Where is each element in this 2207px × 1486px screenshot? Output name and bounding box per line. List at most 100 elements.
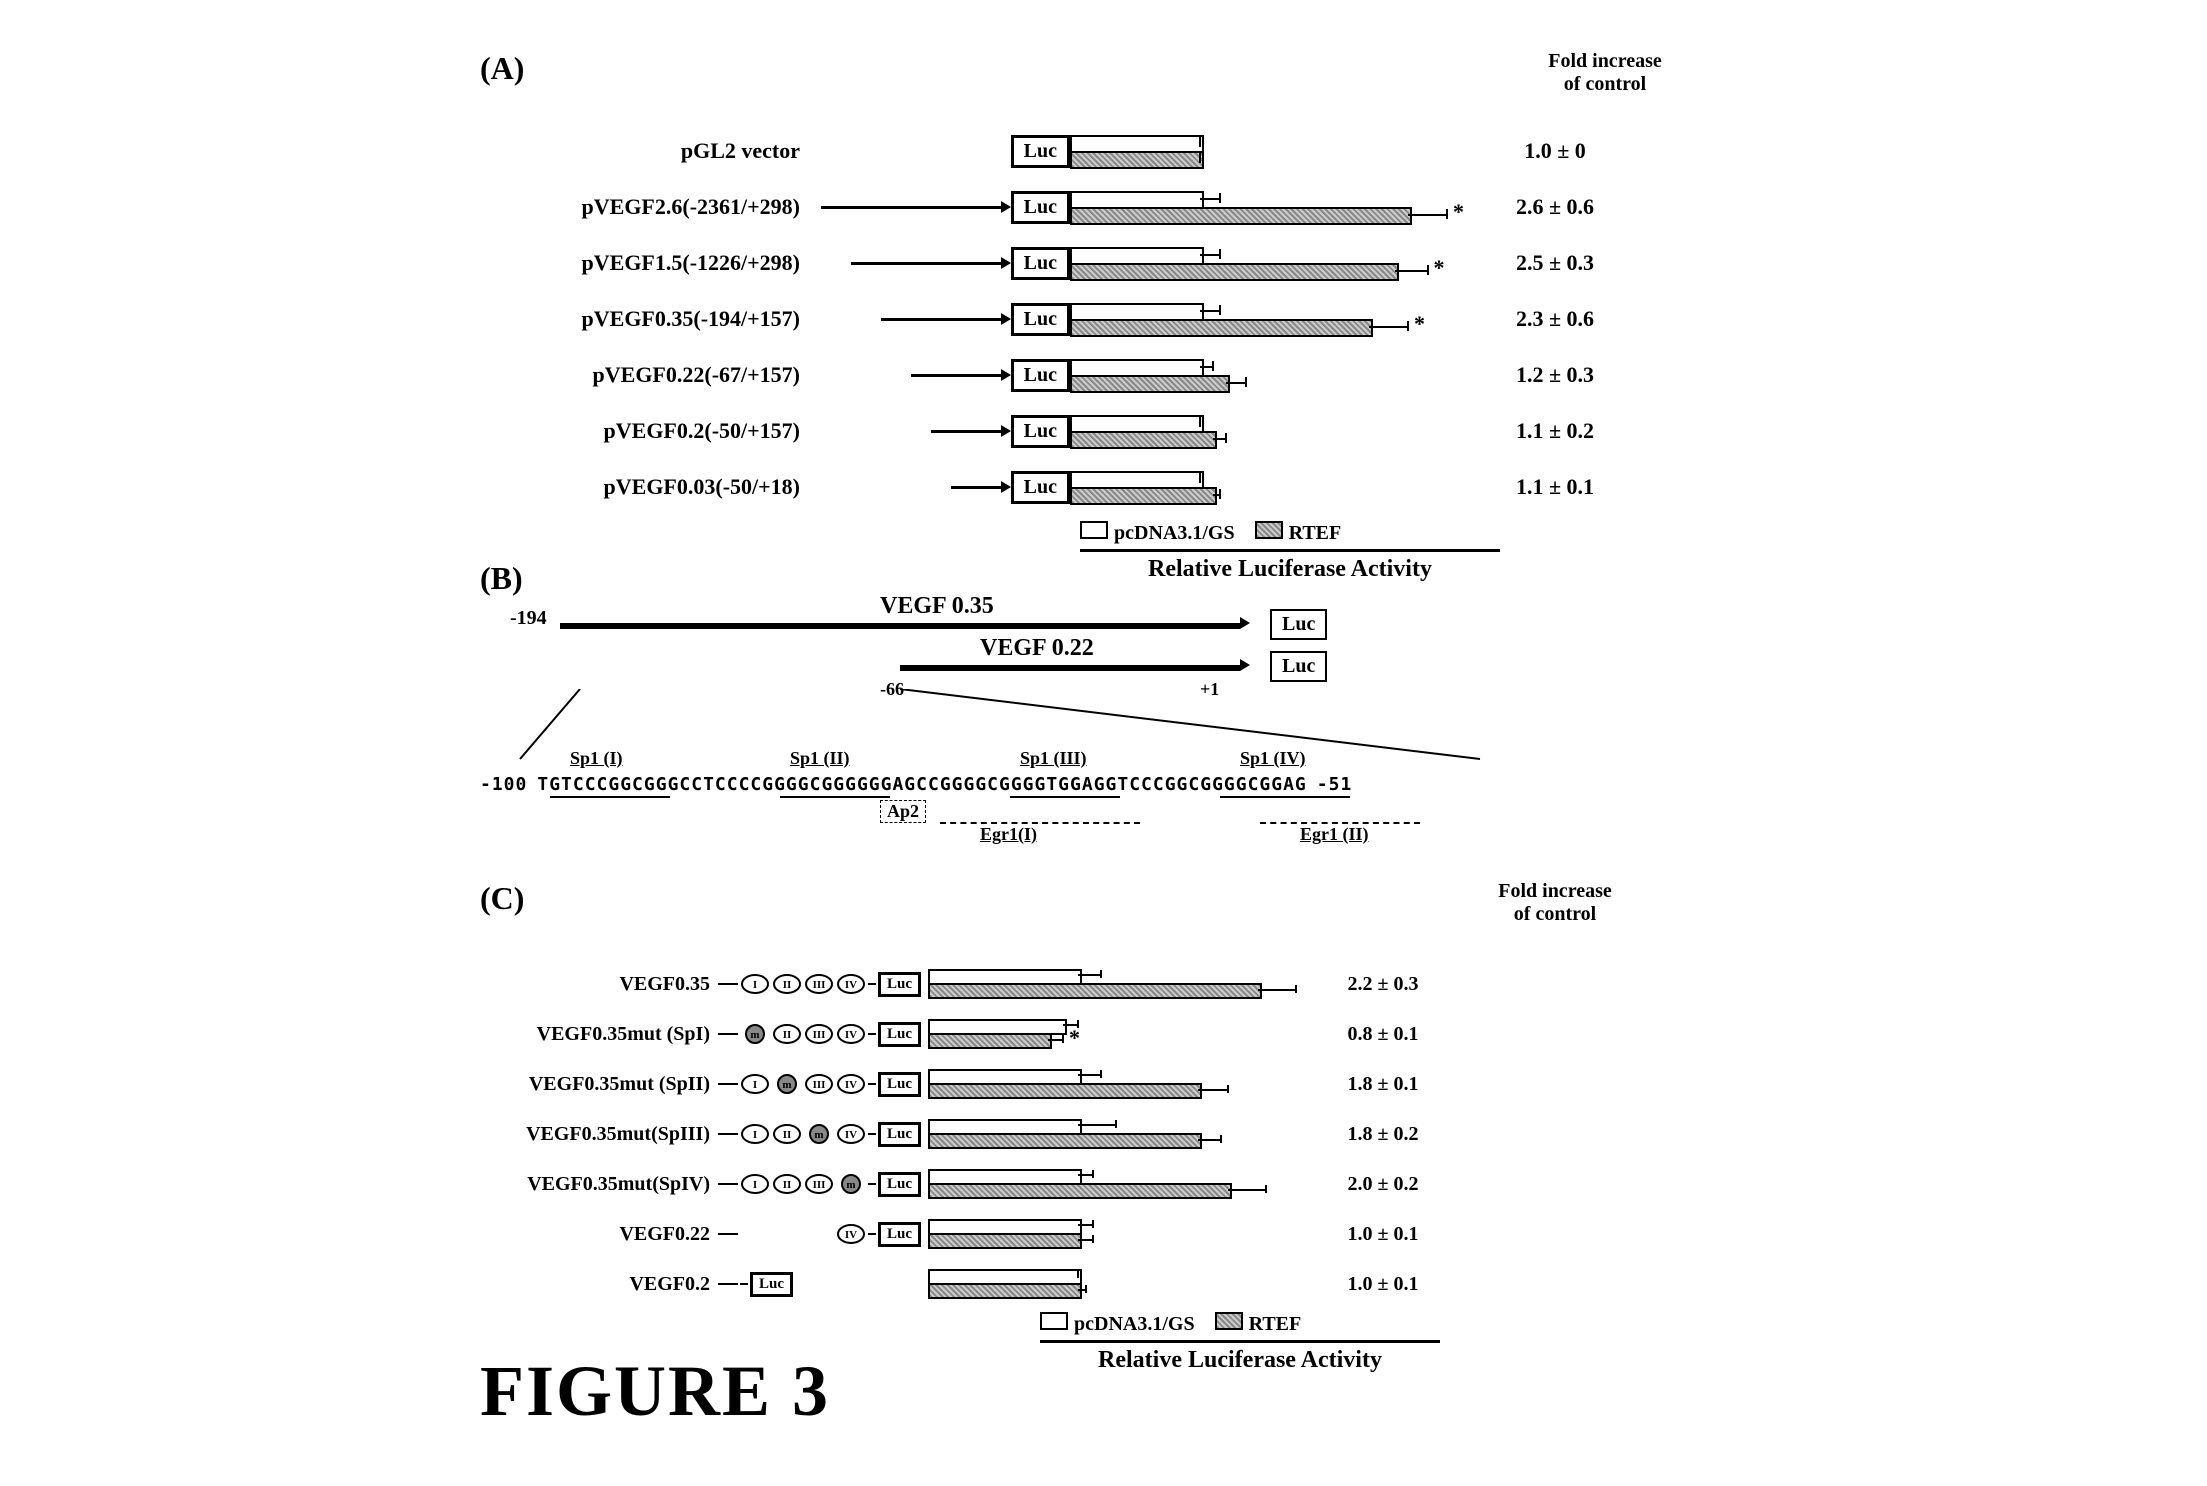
- legend-ctrl-label: pcDNA3.1/GS: [1114, 522, 1235, 544]
- svg-text:IV: IV: [845, 1079, 857, 1091]
- svg-text:IV: IV: [845, 1229, 857, 1241]
- bar-pair: [1070, 133, 1490, 169]
- fold-value: 2.5 ± 0.3: [1490, 250, 1620, 276]
- chart-a-row: pVEGF0.22(-67/+157)Luc 1.2 ± 0.3: [480, 351, 1680, 399]
- svg-text:III: III: [813, 1179, 826, 1191]
- sp1-2-label: Sp1 (II): [790, 748, 850, 769]
- vegf022-label: VEGF 0.22: [980, 635, 1094, 662]
- sp1-4-label: Sp1 (IV): [1240, 748, 1306, 769]
- chart-a-row: pVEGF1.5(-1226/+298)Luc *2.5 ± 0.3: [480, 239, 1680, 287]
- bar-rtef-c: [928, 1083, 1202, 1099]
- vegf035-label: VEGF 0.35: [880, 593, 994, 620]
- fold-value: 2.3 ± 0.6: [1490, 306, 1620, 332]
- construct-label-c: VEGF0.2: [480, 1273, 718, 1296]
- panel-b-label: (B): [480, 560, 1780, 597]
- egr1-2-label: Egr1 (II): [1300, 824, 1369, 845]
- sequence: TGTCCCGGCGGGCCTCCCCGGGGCGGGGGGAGCCGGGGCG…: [537, 774, 1306, 795]
- fold-value-c: 1.8 ± 0.2: [1328, 1123, 1438, 1146]
- fold-value: 1.1 ± 0.1: [1490, 474, 1620, 500]
- sp1-2-underline: [780, 796, 890, 798]
- bar-rtef: [1070, 151, 1204, 169]
- bar-rtef-c: [928, 1233, 1082, 1249]
- svg-text:m: m: [750, 1029, 759, 1041]
- chart-c-row: VEGF0.35mut (SpI)mIIIIIIVLuc *0.8 ± 0.1: [480, 1012, 1680, 1056]
- bar-pair: [1070, 469, 1490, 505]
- bar-rtef: [1070, 319, 1373, 337]
- bar-rtef-c: [928, 1283, 1082, 1299]
- svg-text:II: II: [783, 1129, 792, 1141]
- svg-text:IV: IV: [845, 1029, 857, 1041]
- construct-label: pVEGF2.6(-2361/+298): [480, 194, 810, 220]
- legend-a: pcDNA3.1/GS RTEF: [1080, 521, 1680, 545]
- sp-circle-m: m: [836, 1173, 866, 1195]
- egr1-1-label: Egr1(I): [980, 824, 1037, 845]
- construct-label: pVEGF0.03(-50/+18): [480, 474, 810, 500]
- panel-a: (A) Fold increase of control pGL2 vector…: [480, 50, 1680, 583]
- chart-c-row: VEGF0.35mut(SpIV)IIIIIImLuc 2.0 ± 0.2: [480, 1162, 1680, 1206]
- fold-value-c: 2.2 ± 0.3: [1328, 973, 1438, 996]
- construct-label-c: VEGF0.22: [480, 1223, 718, 1246]
- bar-rtef-c: [928, 1133, 1202, 1149]
- sp-circles: IIIIIIIVLuc: [718, 972, 928, 997]
- sp-circles: ImIIIIVLuc: [718, 1072, 928, 1097]
- seq-end: -51: [1317, 774, 1353, 795]
- fold-value: 2.6 ± 0.6: [1490, 194, 1620, 220]
- construct-diagram: Luc: [810, 243, 1070, 283]
- construct-label: pGL2 vector: [480, 138, 810, 164]
- svg-text:IV: IV: [845, 1129, 857, 1141]
- sp-circle-I: I: [740, 973, 770, 995]
- construct-label: pVEGF0.35(-194/+157): [480, 306, 810, 332]
- bar-pair: [1070, 413, 1490, 449]
- svg-text:I: I: [753, 1079, 757, 1091]
- sp-circle-IV: IV: [836, 1073, 866, 1095]
- sp-circles: IIIIIImLuc: [718, 1172, 928, 1197]
- bar-pair-c: [928, 1267, 1328, 1301]
- sp-circle-II: II: [772, 1123, 802, 1145]
- svg-text:IV: IV: [845, 979, 857, 991]
- sp-circle-IV: IV: [836, 1023, 866, 1045]
- legend-ctrl-label-c: pcDNA3.1/GS: [1074, 1313, 1195, 1335]
- sp1-1-label: Sp1 (I): [570, 748, 623, 769]
- bar-pair-c: [928, 1117, 1328, 1151]
- sp-circle-I: I: [740, 1173, 770, 1195]
- sp-circle-IV: IV: [836, 973, 866, 995]
- legend-rtef-label-c: RTEF: [1249, 1313, 1302, 1335]
- ap2-label: Ap2: [880, 800, 926, 823]
- construct-diagram: Luc: [810, 299, 1070, 339]
- egr1-1-underline: [940, 822, 1140, 824]
- sp-circles: IIImIVLuc: [718, 1122, 928, 1147]
- bar-pair-c: [928, 1067, 1328, 1101]
- sp-circles: mIIIIIIVLuc: [718, 1022, 928, 1047]
- sp-circle-II: II: [772, 1023, 802, 1045]
- sp-circle-III: III: [804, 973, 834, 995]
- bar-rtef-c: [928, 1183, 1232, 1199]
- construct-label-c: VEGF0.35mut(SpIII): [480, 1123, 718, 1146]
- sp1-3-underline: [1010, 796, 1120, 798]
- sp1-4-underline: [1220, 796, 1350, 798]
- bar-pair: *: [1070, 189, 1490, 225]
- chart-a-row: pVEGF0.2(-50/+157)Luc 1.1 ± 0.2: [480, 407, 1680, 455]
- fold-value-c: 1.0 ± 0.1: [1328, 1223, 1438, 1246]
- bar-pair-c: *: [928, 1017, 1328, 1051]
- chart-a-row: pVEGF2.6(-2361/+298)Luc *2.6 ± 0.6: [480, 183, 1680, 231]
- fold-header-a: Fold increase of control: [1540, 50, 1670, 96]
- bar-rtef: [1070, 487, 1217, 505]
- legend-c: pcDNA3.1/GS RTEF: [1040, 1312, 1680, 1336]
- sp-circle-III: III: [804, 1173, 834, 1195]
- bar-pair: *: [1070, 301, 1490, 337]
- fold-header-c: Fold increase of control: [1490, 880, 1620, 926]
- fold-value-c: 0.8 ± 0.1: [1328, 1023, 1438, 1046]
- legend-swatch-ctrl-c: [1040, 1312, 1068, 1330]
- seq-start: -100: [480, 774, 527, 795]
- fold-value: 1.1 ± 0.2: [1490, 418, 1620, 444]
- svg-text:m: m: [846, 1179, 855, 1191]
- svg-text:I: I: [753, 1179, 757, 1191]
- bar-pair-c: [928, 1217, 1328, 1251]
- sp-circle-m: m: [772, 1073, 802, 1095]
- svg-text:I: I: [753, 979, 757, 991]
- sp1-3-label: Sp1 (III): [1020, 748, 1087, 769]
- egr1-2-underline: [1260, 822, 1420, 824]
- panel-a-label: (A): [480, 50, 1680, 87]
- construct-label-c: VEGF0.35mut (SpI): [480, 1023, 718, 1046]
- panel-c: (C) Fold increase of control VEGF0.35III…: [480, 880, 1680, 1374]
